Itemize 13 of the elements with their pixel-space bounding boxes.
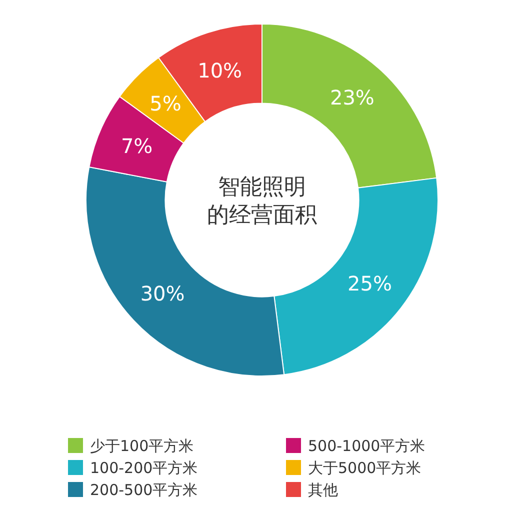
data-label: 25%	[348, 272, 392, 296]
legend-label: 其他	[308, 481, 338, 499]
legend-label: 500-1000平方米	[308, 437, 426, 455]
legend-label: 少于100平方米	[90, 437, 194, 455]
data-label: 30%	[140, 281, 185, 306]
legend-label: 100-200平方米	[90, 459, 198, 477]
data-label: 5%	[150, 92, 182, 116]
data-label: 10%	[198, 58, 242, 82]
data-label: 23%	[330, 86, 374, 110]
data-label: 7%	[120, 134, 153, 158]
legend-label: 200-500平方米	[90, 481, 198, 499]
legend-label: 大于5000平方米	[308, 459, 422, 477]
text: 智能照明的经营面积	[207, 175, 317, 228]
